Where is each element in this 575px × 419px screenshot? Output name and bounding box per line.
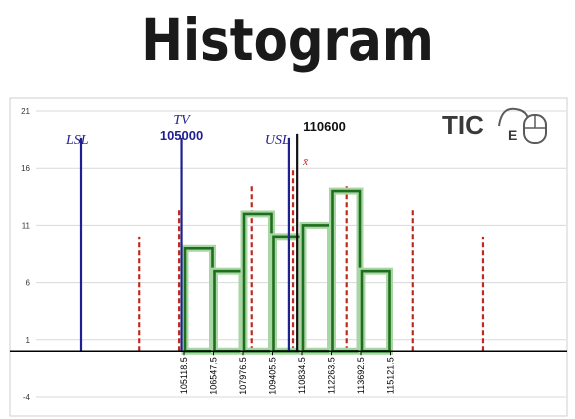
x-tick-label: 109405.5	[268, 357, 278, 395]
y-tick-label: 11	[22, 221, 31, 230]
logo-text: TIC	[442, 110, 484, 140]
x-tick-label: 112263.5	[327, 357, 337, 394]
y-tick-labels: 21 16 11 6 1 -4	[21, 107, 30, 402]
page-title: Histogram	[141, 6, 434, 74]
y-tick-label: 1	[26, 336, 31, 345]
mean-value-label: 110600	[303, 119, 346, 134]
x-tick-labels: 105118.5 106547.5 107976.5 109405.5 110834.5…	[179, 351, 396, 395]
x-tick-label: 115121.5	[386, 357, 396, 394]
logo-mouse-cable-icon	[498, 107, 529, 127]
spec-line-label: LSL	[65, 133, 89, 148]
y-tick-label: -4	[23, 393, 31, 402]
spec-line-value: 105000	[160, 128, 203, 143]
tice-logo: TIC E	[442, 107, 547, 144]
spec-line-label: USL	[265, 133, 290, 148]
x-tick-label: 106547.5	[209, 357, 219, 395]
spec-line-label: TV	[173, 113, 191, 128]
y-tick-label: 16	[21, 164, 30, 173]
y-tick-label: 6	[26, 279, 31, 288]
x-tick-label: 113692.5	[356, 357, 366, 394]
logo-sub-text: E	[508, 127, 517, 143]
x-tick-label: 110834.5	[297, 357, 307, 394]
x-tick-label: 105118.5	[179, 357, 189, 394]
y-tick-label: 21	[21, 107, 30, 116]
mean-symbol-label: x̄	[302, 156, 308, 168]
x-tick-label: 107976.5	[238, 357, 248, 395]
